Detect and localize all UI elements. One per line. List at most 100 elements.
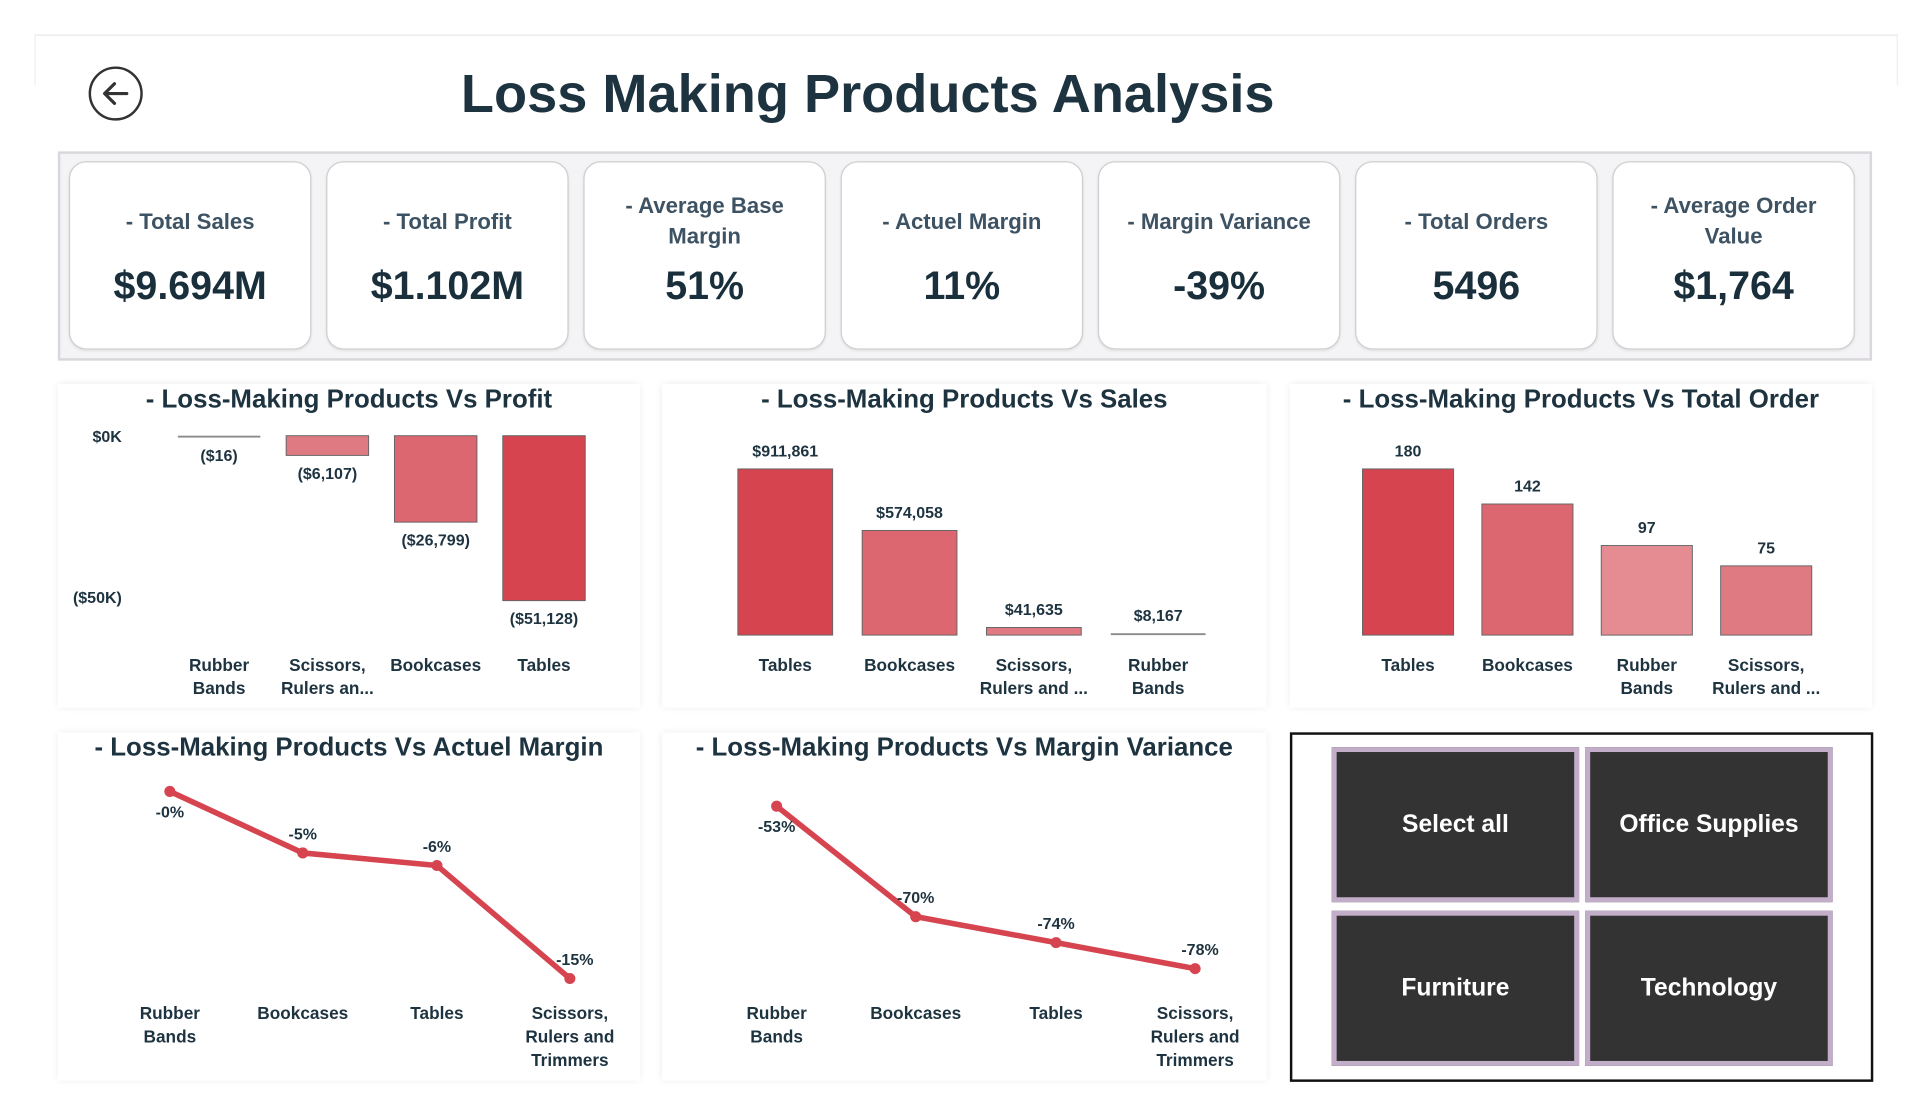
margin-variance-chart: - Loss-Making Products Vs Margin Varianc… [662, 732, 1267, 1081]
category-label: Bookcases [864, 655, 955, 675]
bar[interactable] [285, 435, 370, 456]
category-label: Rubber [1128, 655, 1189, 675]
profit-chart: - Loss-Making Products Vs Profit $0K ($50K… [57, 384, 641, 708]
y-tick-label: $0K [92, 429, 122, 446]
data-point[interactable] [1050, 937, 1062, 949]
data-point[interactable] [564, 972, 576, 985]
kpi-value: 5496 [1432, 263, 1521, 308]
kpi-value: 11% [923, 263, 1001, 308]
bar[interactable] [393, 435, 478, 523]
category-label: Trimmers [531, 1050, 609, 1070]
data-point[interactable] [1189, 963, 1201, 975]
data-point[interactable] [431, 859, 443, 872]
category-label: Tables [410, 1003, 463, 1023]
data-point[interactable] [771, 800, 783, 812]
bar[interactable] [861, 529, 958, 636]
chart-title: - Loss-Making Products Vs Margin Varianc… [695, 733, 1233, 762]
category-slicer: Select all Office Supplies Furniture Tec… [1289, 732, 1874, 1082]
page-title: Loss Making Products Analysis [460, 64, 1275, 125]
category-label: Bookcases [1482, 655, 1573, 675]
category-label: Bands [1620, 678, 1673, 698]
category-label: Bands [193, 678, 246, 698]
category-label: Tables [1381, 655, 1434, 675]
category-label: Bookcases [390, 655, 481, 675]
data-label: -6% [423, 839, 451, 856]
category-label: Bands [144, 1026, 197, 1046]
category-label: Scissors, [1157, 1003, 1234, 1023]
category-label: Rulers and ... [980, 678, 1088, 698]
data-point[interactable] [910, 911, 922, 923]
kpi-card-actuel-margin: - Actuel Margin 11% [840, 161, 1084, 350]
slicer-option-select-all[interactable]: Select all [1331, 747, 1580, 903]
chart-title: - Loss-Making Products Vs Sales [761, 385, 1168, 414]
actuel-margin-chart: - Loss-Making Products Vs Actuel Margin -… [57, 732, 641, 1081]
kpi-value: $1,764 [1673, 263, 1794, 308]
series-line [168, 788, 572, 981]
data-label: $574,058 [876, 505, 943, 522]
slicer-option-office-supplies[interactable]: Office Supplies [1585, 747, 1833, 903]
data-point[interactable] [164, 785, 176, 797]
category-label: Bookcases [870, 1003, 961, 1023]
kpi-card-average-base-margin: - Average Base Margin 51% [583, 161, 826, 350]
data-label: $41,635 [1005, 602, 1063, 619]
category-label: Scissors, [1728, 655, 1805, 675]
slicer-option-technology[interactable]: Technology [1585, 910, 1833, 1066]
kpi-label: - Average Order Value [1650, 193, 1817, 249]
bar[interactable] [737, 468, 834, 636]
category-label: Tables [517, 655, 570, 675]
bar[interactable] [1720, 565, 1813, 636]
data-label: ($16) [200, 448, 237, 465]
series-line [774, 804, 1196, 972]
chart-title: - Loss-Making Products Vs Actuel Margin [94, 733, 604, 762]
category-label: Rulers and [525, 1026, 614, 1046]
data-label: 75 [1757, 541, 1775, 558]
page-frame [34, 34, 1898, 85]
kpi-value: $1.102M [370, 263, 525, 308]
data-label: -53% [758, 819, 795, 836]
bar[interactable] [1110, 633, 1206, 636]
chart-plot: $911,861 $574,058 $41,635 $8,167 Tables Bookc… [737, 444, 1206, 698]
data-label: -0% [156, 804, 184, 821]
category-label: Bookcases [257, 1003, 348, 1023]
data-label: ($6,107) [298, 466, 358, 483]
bar[interactable] [1600, 545, 1693, 636]
category-label: Scissors, [289, 655, 366, 675]
category-label: Rulers an... [281, 678, 374, 698]
slicer-option-furniture[interactable]: Furniture [1331, 910, 1580, 1066]
bar[interactable] [177, 435, 261, 438]
kpi-card-total-profit: - Total Profit $1.102M [326, 161, 569, 350]
chart-plot: -0% -5% -6% -15% Rubber Bands Bookcases Tables S… [140, 785, 614, 1070]
chart-plot: $0K ($50K) ($16) ($6,107) ($26,799) ($51,128)… [73, 429, 586, 698]
data-label: 142 [1514, 479, 1541, 496]
data-label: ($51,128) [510, 611, 579, 628]
bar[interactable] [1481, 503, 1574, 636]
category-label: Rubber [140, 1003, 201, 1023]
kpi-card-margin-variance: - Margin Variance -39% [1097, 161, 1341, 350]
data-label: $911,861 [752, 444, 818, 461]
category-label: Tables [1029, 1003, 1082, 1023]
back-button[interactable] [88, 66, 143, 121]
data-label: -15% [556, 952, 593, 969]
y-tick-label: ($50K) [73, 590, 122, 607]
category-label: Trimmers [1156, 1050, 1234, 1070]
sales-chart: - Loss-Making Products Vs Sales $911,861 $… [662, 384, 1267, 708]
bar[interactable] [1362, 468, 1455, 636]
bar[interactable] [985, 627, 1082, 636]
chart-title: - Loss-Making Products Vs Total Order [1342, 385, 1820, 414]
data-point[interactable] [297, 847, 309, 859]
kpi-label: - Average Base Margin [625, 193, 784, 249]
kpi-card-total-sales: - Total Sales $9.694M [68, 161, 312, 350]
category-label: Scissors, [532, 1003, 609, 1023]
data-label: -70% [897, 890, 934, 907]
data-label: -74% [1037, 916, 1074, 933]
kpi-value: -39% [1173, 263, 1266, 308]
kpi-value: 51% [665, 263, 745, 308]
category-label: Scissors, [996, 655, 1073, 675]
bar[interactable] [502, 435, 586, 602]
category-label: Rubber [747, 1003, 808, 1023]
category-label: Rubber [189, 655, 250, 675]
chart-plot: -53% -70% -74% -78% Rubber Bands Bookcases Tabl… [747, 800, 1240, 1070]
kpi-value: $9.694M [113, 263, 267, 308]
category-label: Bands [750, 1026, 803, 1046]
chart-plot: 180 142 97 75 Tables Bookcases Rubber Bands Scis… [1362, 444, 1820, 698]
